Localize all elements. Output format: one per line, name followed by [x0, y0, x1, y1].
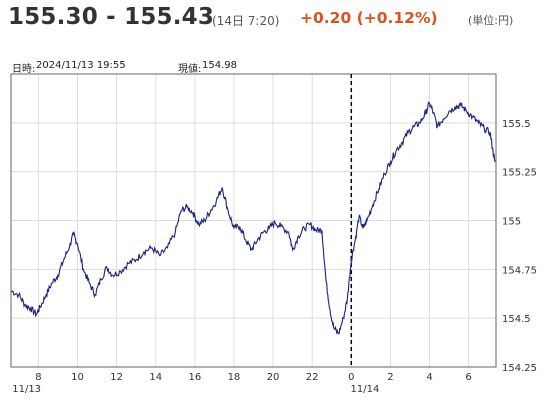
price-line [10, 101, 496, 335]
x-tick-label-11: 6 [465, 372, 471, 383]
x-tick-label-1: 10 [71, 372, 84, 383]
x-tick-label-6: 20 [267, 372, 280, 383]
x-axis-labels: 8 10 12 14 16 18 20 22 0 2 4 6 11/13 11/14 [12, 372, 472, 395]
date-label-1: 11/14 [351, 384, 380, 395]
x-tick-label-2: 12 [110, 372, 123, 383]
price-change: +0.20 (+0.12%) [300, 9, 438, 27]
x-tick-label-8: 0 [348, 372, 354, 383]
current-price-value: 154.98 [202, 60, 237, 71]
cursor-info-bar: 日時: 2024/11/13 19:55 現値: 154.98 [0, 58, 544, 75]
date-label-0: 11/13 [12, 384, 41, 395]
y-axis-labels: 155.5 155.25 155 154.75 154.5 154.25 [502, 119, 537, 374]
x-tick-label-3: 14 [149, 372, 162, 383]
y-tick-label-1: 155.25 [502, 168, 537, 179]
x-tick-label-0: 8 [35, 372, 41, 383]
y-tick-label-5: 154.25 [502, 363, 537, 374]
datetime-value: 2024/11/13 19:55 [36, 60, 126, 71]
quote-time: (14日 7:20) [212, 14, 280, 28]
quote-header: 155.30 - 155.43 (14日 7:20) +0.20 (+0.12%… [0, 0, 544, 40]
x-tick-label-7: 22 [306, 372, 319, 383]
y-tick-label-2: 155 [502, 217, 521, 228]
current-price-label: 現値: [178, 64, 202, 75]
x-tick-label-4: 16 [188, 372, 201, 383]
unit-label: (単位:円) [468, 14, 514, 27]
x-tick-label-5: 18 [228, 372, 241, 383]
y-tick-label-3: 154.75 [502, 265, 537, 276]
x-tick-label-9: 2 [387, 372, 393, 383]
y-tick-label-4: 154.5 [502, 314, 531, 325]
datetime-label: 日時: [12, 64, 36, 75]
price-range: 155.30 - 155.43 [8, 4, 215, 30]
plot-frame [10, 73, 497, 368]
chart-grid [11, 74, 496, 368]
x-tick-label-10: 4 [426, 372, 432, 383]
y-tick-label-0: 155.5 [502, 119, 531, 130]
